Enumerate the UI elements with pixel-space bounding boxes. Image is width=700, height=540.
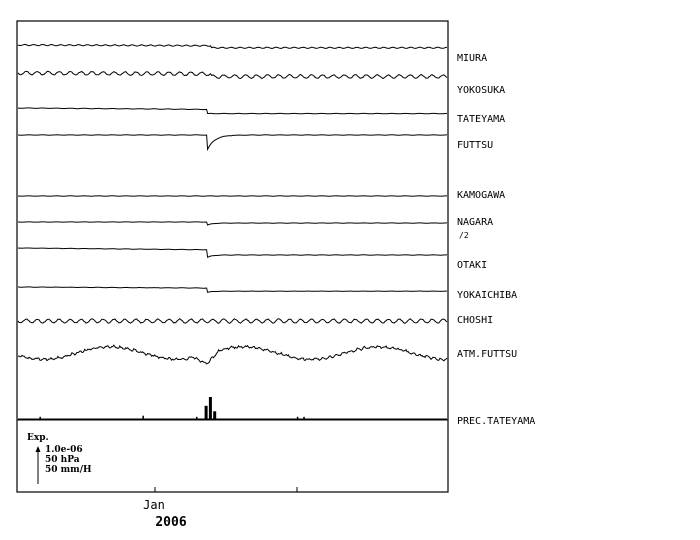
series-layer xyxy=(17,43,448,420)
series-atm-futtsu xyxy=(17,344,448,365)
legend-arrow-head xyxy=(35,446,41,452)
series-label-kamogawa: KAMOGAWA xyxy=(457,190,505,201)
precip-bar xyxy=(204,405,208,419)
precip-bar xyxy=(213,411,217,419)
plot-frame xyxy=(16,20,449,493)
series-label-yokaichiba: YOKAICHIBA xyxy=(457,290,517,301)
series-nagara xyxy=(18,221,447,226)
nagara-scale-label: /2 xyxy=(459,231,469,240)
series-otaki xyxy=(17,247,447,259)
series-label-otaki: OTAKI xyxy=(457,260,487,271)
series-miura xyxy=(17,43,448,49)
series-tateyama xyxy=(17,107,448,115)
legend-title: Exp. xyxy=(27,433,49,443)
series-yokosuka xyxy=(17,70,448,80)
legend-strain-scale: 1.0e-06 xyxy=(45,445,83,455)
precip-bar xyxy=(196,416,198,419)
legend-precip-scale: 50 mm/H xyxy=(45,465,92,475)
series-label-miura: MIURA xyxy=(457,53,487,64)
series-label-nagara: NAGARA xyxy=(457,217,493,228)
series-yokaichiba xyxy=(18,286,447,293)
x-tick-label-year: 2006 xyxy=(155,515,186,530)
label-layer: MIURA YOKOSUKA TATEYAMA FUTTSU KAMOGAWA NAGAR… xyxy=(457,53,535,427)
precip-bar xyxy=(296,416,299,419)
scale-legend: Exp. 1.0e-06 50 hPa 50 mm/H xyxy=(27,433,92,484)
series-label-prec-tateyama: PREC.TATEYAMA xyxy=(457,416,535,427)
precip-bar xyxy=(39,416,41,419)
series-futtsu xyxy=(17,134,448,152)
legend-pressure-scale: 50 hPa xyxy=(45,455,80,465)
series-choshi xyxy=(17,318,448,324)
series-label-futtsu: FUTTSU xyxy=(457,140,493,151)
series-label-choshi: CHOSHI xyxy=(457,315,493,326)
x-tick-label-month: Jan xyxy=(143,498,165,512)
precip-bar xyxy=(142,415,144,419)
series-label-yokosuka: YOKOSUKA xyxy=(457,85,505,96)
series-label-tateyama: TATEYAMA xyxy=(457,114,505,125)
series-label-atm-futtsu: ATM.FUTTSU xyxy=(457,349,517,360)
series-prec-tateyama xyxy=(18,397,447,420)
precip-bar xyxy=(303,416,305,419)
precip-bar xyxy=(208,397,212,419)
